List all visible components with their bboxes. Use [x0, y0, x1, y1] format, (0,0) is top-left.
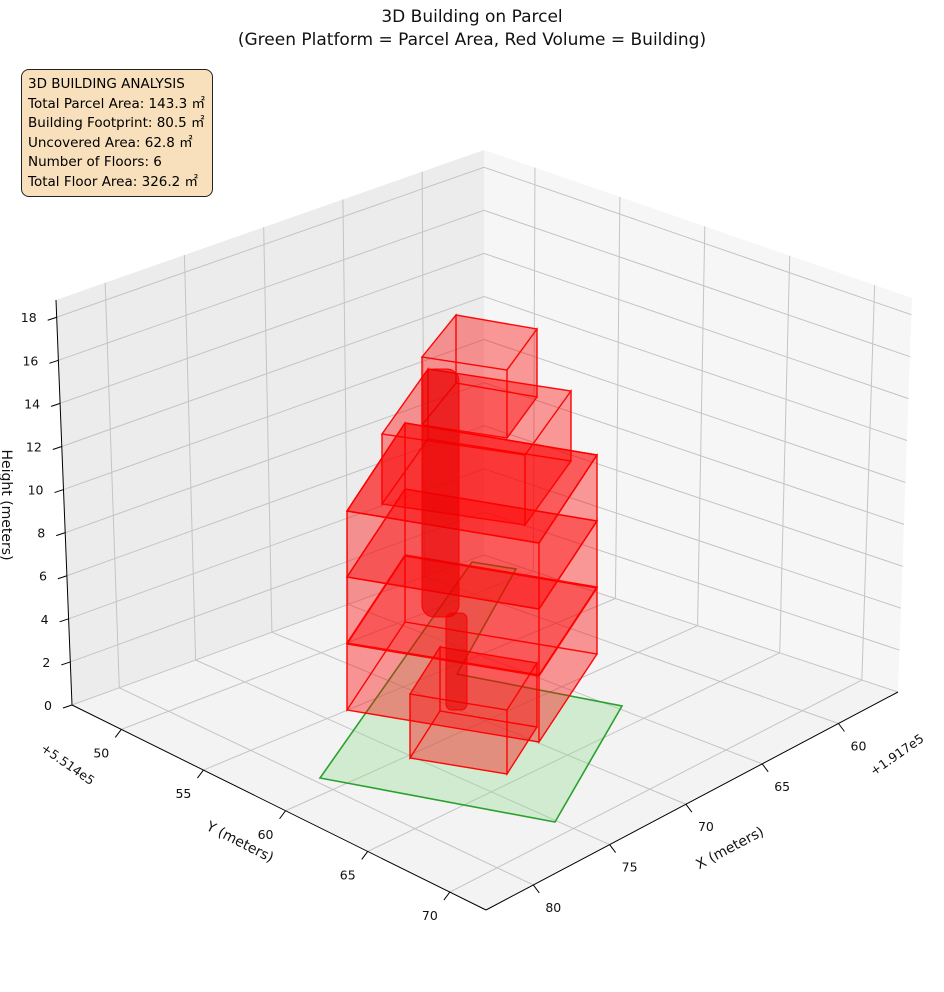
z-gridline	[56, 166, 912, 318]
chart-title-line-1: 3D Building on Parcel	[381, 7, 563, 27]
y-tick-mark	[361, 851, 369, 860]
floor-box-5-face	[420, 314, 539, 371]
x-tick-mark	[838, 723, 845, 732]
chart-title: 3D Building on Parcel (Green Platform = …	[0, 6, 944, 52]
info-footprint: Building Footprint: 80.5 ㎡	[28, 115, 205, 131]
z-axis-label: Height (meters)	[0, 449, 14, 560]
z-gridline	[70, 511, 900, 663]
z-tick-label: 8	[37, 526, 45, 541]
info-total-floor-area: Total Floor Area: 326.2 ㎡	[28, 173, 199, 190]
z-tick-label: 12	[26, 439, 42, 454]
y-tick-label: 70	[422, 908, 438, 923]
x-offset-label: +1.917e5	[867, 731, 926, 779]
floor-box-3-top-face	[345, 422, 599, 544]
x-tick-mark	[685, 803, 693, 813]
y-tick-label: 55	[175, 786, 191, 801]
y-axis-line	[71, 704, 487, 911]
z-gridline	[71, 554, 899, 706]
info-parcel-area: Total Parcel Area: 143.3 ㎡	[28, 95, 205, 112]
z-gridline	[59, 252, 909, 404]
z-gridline	[61, 295, 908, 447]
x-axis-line	[485, 691, 899, 911]
x-tick-mark	[609, 844, 616, 853]
z-tick-label: 6	[39, 569, 47, 584]
x-tick-mark	[761, 763, 769, 773]
core-cylinder	[421, 368, 460, 618]
z-tick-mark	[59, 618, 69, 623]
z-tick-label: 0	[44, 698, 52, 713]
info-heading: 3D BUILDING ANALYSIS	[28, 76, 185, 92]
x-tick-label: 75	[622, 860, 638, 875]
z-tick-label: 16	[22, 353, 38, 368]
y-tick-mark	[443, 891, 451, 901]
z-axis-line	[55, 299, 73, 706]
z-tick-mark	[50, 402, 61, 407]
z-tick-label: 2	[42, 655, 50, 670]
info-uncovered-area: Uncovered Area: 62.8 ㎡	[28, 134, 193, 151]
z-tick-label: 4	[41, 612, 49, 627]
z-tick-mark	[56, 532, 66, 537]
floor-box-ground-annex-face	[408, 646, 539, 711]
y-tick-mark	[114, 729, 122, 738]
chart-title-line-2: (Green Platform = Parcel Area, Red Volum…	[237, 30, 707, 50]
info-floors: Number of Floors: 6	[28, 154, 162, 170]
x-tick-label: 80	[545, 900, 561, 915]
y-tick-label: 50	[93, 745, 109, 760]
z-gridline	[58, 209, 911, 361]
z-gridline	[63, 339, 906, 491]
z-tick-mark	[61, 661, 71, 666]
z-tick-label: 18	[21, 310, 37, 325]
z-tick-mark	[57, 575, 68, 580]
x-tick-label: 65	[774, 779, 790, 794]
building-analysis-box: 3D BUILDING ANALYSIS Total Parcel Area: …	[21, 69, 213, 197]
y-offset-label: +5.514e5	[38, 740, 97, 788]
z-tick-mark	[52, 446, 62, 450]
z-tick-mark	[47, 316, 57, 321]
y-tick-label: 60	[258, 827, 274, 842]
left-pane	[56, 150, 484, 705]
y-axis-label: Y (meters)	[203, 818, 277, 866]
y-tick-label: 65	[340, 867, 356, 882]
x-tick-mark	[532, 884, 540, 894]
z-tick-label: 10	[28, 483, 44, 498]
y-tick-mark	[197, 769, 204, 779]
small-core-cylinder	[445, 612, 468, 711]
z-gridline	[68, 468, 902, 620]
x-tick-label: 60	[851, 738, 867, 753]
y-tick-mark	[279, 810, 286, 820]
z-tick-label: 14	[24, 396, 40, 411]
z-gridline	[65, 382, 905, 534]
floor-box-0-face	[345, 555, 599, 677]
z-tick-mark	[62, 704, 73, 709]
z-tick-mark	[49, 359, 59, 364]
z-tick-mark	[54, 489, 64, 494]
x-tick-label: 70	[698, 819, 714, 834]
right-pane	[484, 150, 912, 692]
z-gridline	[66, 425, 903, 577]
